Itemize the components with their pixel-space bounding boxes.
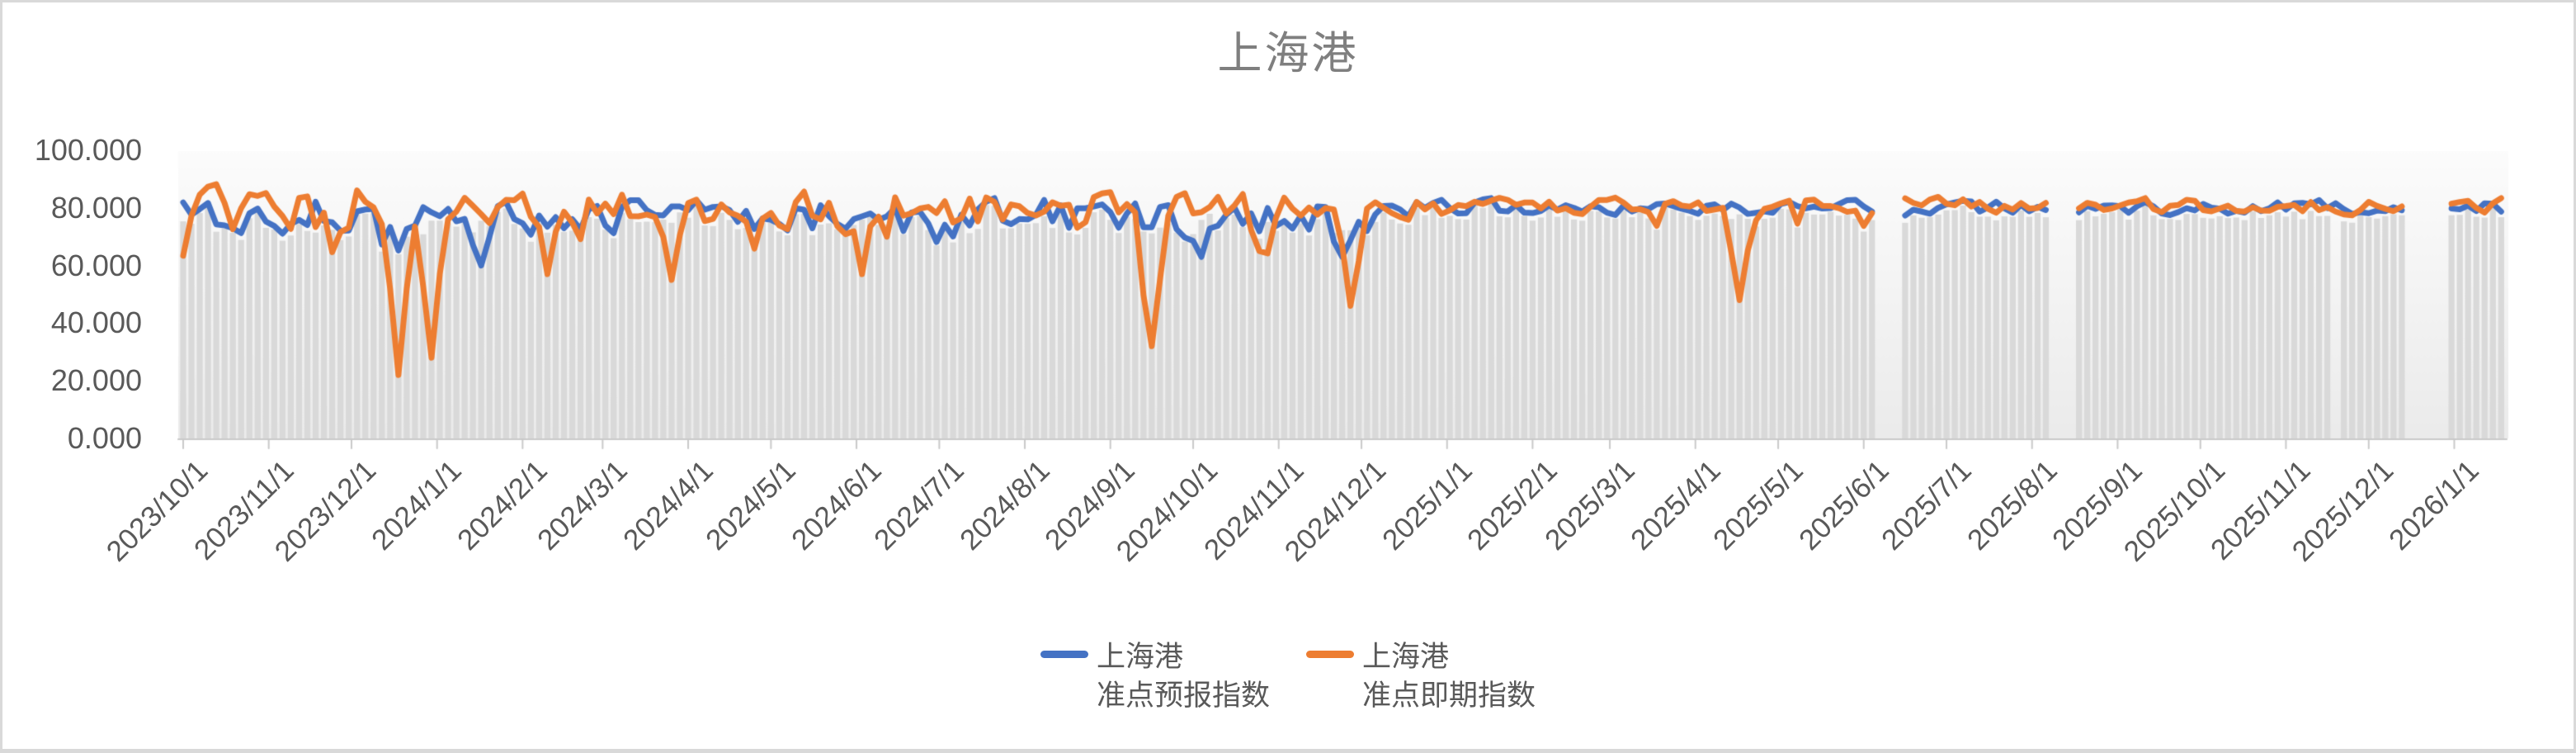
y-axis-tick-label: 40.000 bbox=[50, 305, 142, 340]
legend-marker-spot-line bbox=[1306, 651, 1354, 658]
legend-label-forecast-line2: 准点预报指数 bbox=[1096, 680, 1270, 712]
legend-item-forecast: 上海港 准点预报指数 bbox=[1040, 637, 1270, 715]
legend-label-forecast: 上海港 准点预报指数 bbox=[1097, 637, 1270, 715]
y-axis-tick-label: 100.000 bbox=[34, 133, 142, 167]
legend-label-spot-line1: 上海港 bbox=[1362, 641, 1450, 673]
y-axis-tick-label: 80.000 bbox=[50, 190, 142, 225]
legend-marker-forecast-line bbox=[1040, 651, 1088, 658]
legend: 上海港 准点预报指数 上海港 准点即期指数 bbox=[0, 637, 2576, 715]
legend-item-spot: 上海港 准点即期指数 bbox=[1306, 637, 1536, 715]
legend-label-spot-line2: 准点即期指数 bbox=[1362, 680, 1536, 712]
legend-label-spot: 上海港 准点即期指数 bbox=[1362, 637, 1536, 715]
legend-label-forecast-line1: 上海港 bbox=[1096, 641, 1183, 673]
y-axis-tick-label: 20.000 bbox=[50, 363, 142, 398]
y-axis-tick-label: 60.000 bbox=[50, 248, 142, 282]
y-axis-tick-label: 0.000 bbox=[67, 421, 142, 455]
